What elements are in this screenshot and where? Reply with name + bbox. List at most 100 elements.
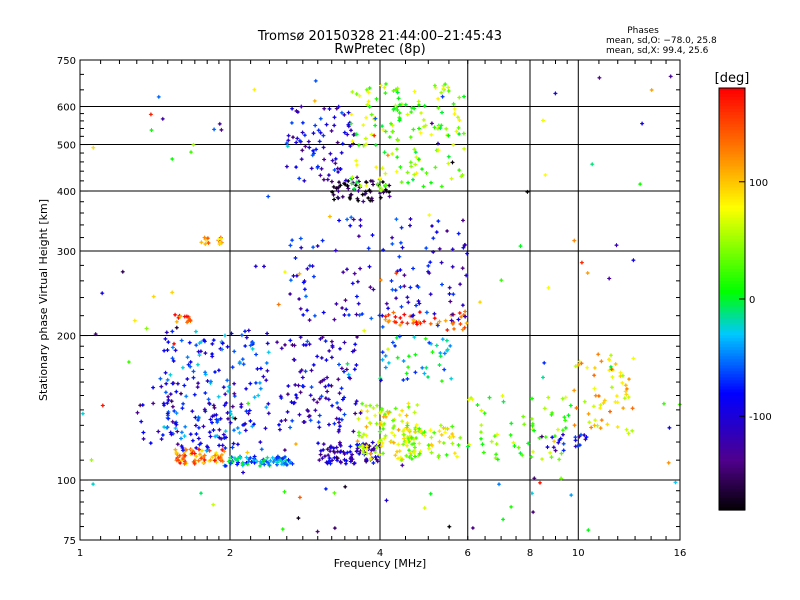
data-point <box>574 407 579 409</box>
data-point <box>441 427 446 429</box>
data-point <box>335 402 340 404</box>
data-point <box>573 436 578 438</box>
data-point <box>310 265 315 267</box>
data-point <box>354 400 359 402</box>
data-point <box>369 134 374 135</box>
data-point <box>100 292 105 294</box>
data-point <box>432 85 437 87</box>
data-point <box>291 275 296 277</box>
data-point <box>342 371 346 373</box>
data-point <box>452 328 456 330</box>
data-point <box>266 412 271 414</box>
data-point <box>512 445 517 447</box>
data-point <box>631 357 636 359</box>
data-point <box>463 311 468 312</box>
data-point <box>549 414 554 416</box>
data-point <box>340 307 345 309</box>
data-point <box>509 506 514 508</box>
data-point <box>241 472 246 473</box>
data-point <box>364 143 369 145</box>
data-point <box>246 461 251 463</box>
data-point <box>381 452 386 454</box>
data-point <box>318 381 323 383</box>
data-point <box>332 319 337 321</box>
data-point <box>220 348 224 350</box>
data-point <box>367 422 372 424</box>
data-point <box>212 460 217 462</box>
data-point <box>290 420 295 422</box>
data-point <box>530 492 534 494</box>
data-point <box>271 461 276 463</box>
data-point <box>225 379 230 381</box>
data-point <box>316 421 321 423</box>
data-point <box>357 453 362 455</box>
data-point <box>179 445 184 447</box>
data-point <box>407 435 412 437</box>
data-point <box>460 329 465 331</box>
data-point <box>456 233 461 235</box>
data-point <box>627 378 631 380</box>
data-point <box>213 458 218 460</box>
data-point <box>521 416 526 418</box>
data-point <box>224 402 229 404</box>
data-point <box>412 443 416 445</box>
colorbar-segment <box>719 232 745 237</box>
data-point <box>148 113 153 115</box>
data-point <box>462 96 466 98</box>
data-point <box>241 424 245 426</box>
data-point <box>210 353 215 355</box>
data-point <box>196 417 201 419</box>
data-point <box>391 312 396 313</box>
data-point <box>543 174 548 176</box>
data-point <box>413 456 417 457</box>
data-point <box>272 459 277 461</box>
data-point <box>389 440 394 442</box>
colorbar-segment <box>719 91 745 95</box>
data-point <box>265 457 270 459</box>
data-point <box>318 338 323 340</box>
data-point <box>386 307 391 309</box>
data-point <box>412 447 417 448</box>
data-point <box>404 455 409 457</box>
data-point <box>420 168 424 170</box>
data-point <box>343 486 348 488</box>
data-point <box>379 85 384 86</box>
data-point <box>337 392 342 394</box>
data-point <box>216 396 221 398</box>
data-point <box>307 343 312 345</box>
data-point <box>319 357 324 359</box>
data-point <box>563 396 568 398</box>
data-point <box>342 397 347 398</box>
data-point <box>264 406 269 408</box>
data-point <box>241 363 246 365</box>
data-point <box>311 364 316 366</box>
data-point <box>586 529 591 531</box>
data-point <box>190 450 195 452</box>
data-point <box>254 354 259 355</box>
data-point <box>237 432 242 434</box>
data-point <box>381 249 386 251</box>
data-point <box>327 457 332 459</box>
data-point <box>529 418 534 420</box>
data-point <box>406 301 411 303</box>
data-point <box>277 429 282 431</box>
data-point <box>549 456 554 458</box>
data-point <box>164 331 169 333</box>
data-point <box>436 107 441 109</box>
data-point <box>342 459 347 461</box>
data-point <box>405 378 410 380</box>
data-point <box>356 190 361 192</box>
data-point <box>268 460 273 462</box>
data-point <box>585 367 590 369</box>
data-point <box>329 181 334 183</box>
data-point <box>275 464 279 466</box>
data-point <box>361 433 366 435</box>
data-point <box>294 142 299 143</box>
colorbar-segment <box>719 217 745 222</box>
data-point <box>174 424 179 426</box>
data-point <box>379 379 383 381</box>
data-point <box>356 303 361 305</box>
data-point <box>381 129 386 131</box>
data-point <box>428 429 433 431</box>
data-point <box>572 389 577 391</box>
